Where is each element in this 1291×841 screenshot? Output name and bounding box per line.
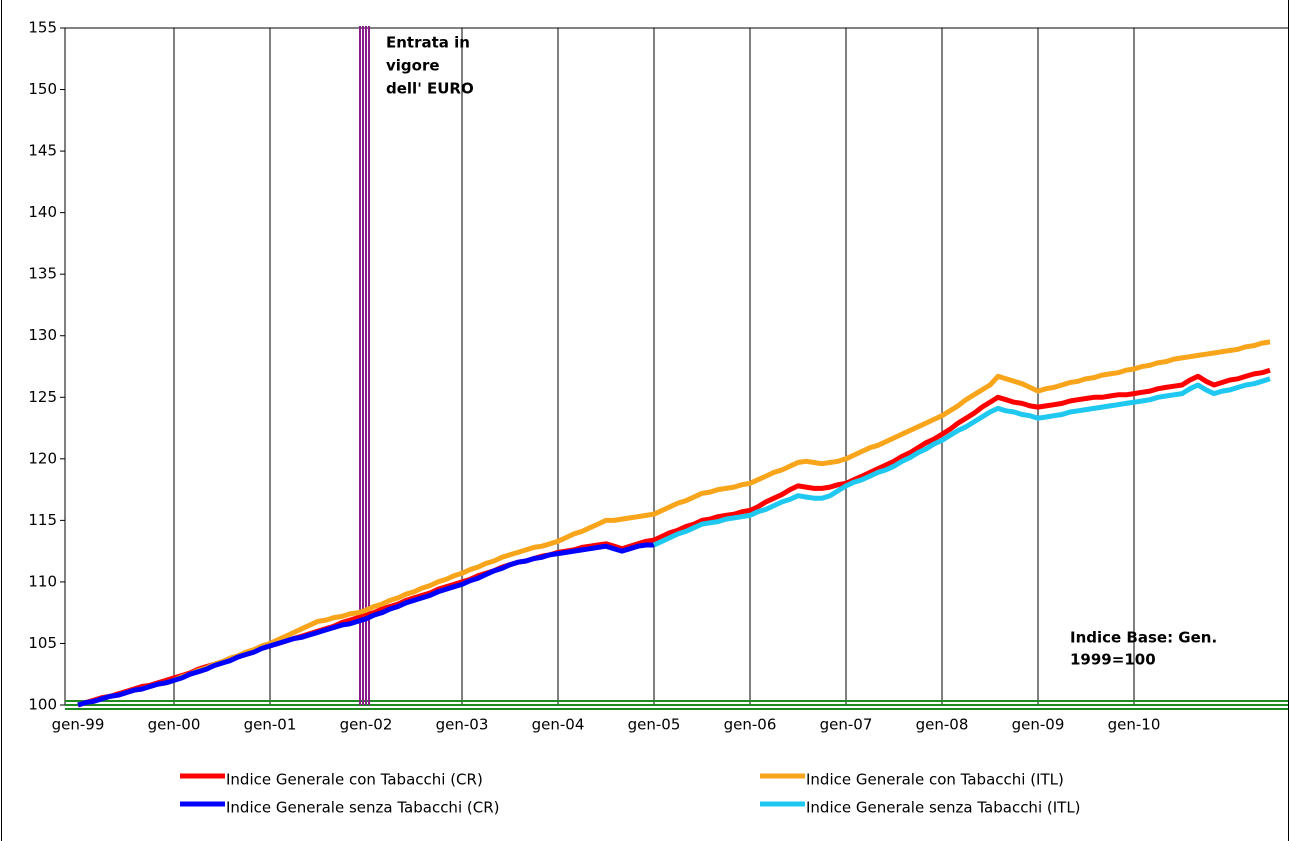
y-tick-label: 135 <box>28 265 57 283</box>
series-line <box>652 376 1271 548</box>
x-tick-label: gen-10 <box>1108 716 1161 734</box>
base-label: Indice Base: Gen. <box>1070 629 1217 647</box>
y-tick-label: 150 <box>28 80 57 98</box>
x-tick-label: gen-05 <box>628 716 681 734</box>
x-tick-label: gen-09 <box>1012 716 1065 734</box>
event-label: vigore <box>386 57 440 75</box>
x-tick-label: gen-08 <box>916 716 969 734</box>
x-tick-label: gen-99 <box>52 716 105 734</box>
y-tick-label: 100 <box>28 696 57 714</box>
x-tick-label: gen-07 <box>820 716 873 734</box>
legend-label: Indice Generale con Tabacchi (CR) <box>226 771 483 789</box>
y-tick-label: 130 <box>28 326 57 344</box>
y-tick-label: 115 <box>28 511 57 529</box>
legend-label: Indice Generale con Tabacchi (ITL) <box>806 771 1064 789</box>
base-label: 1999=100 <box>1070 651 1156 669</box>
series-line <box>77 542 654 708</box>
x-tick-label: gen-03 <box>436 716 489 734</box>
x-tick-label: gen-02 <box>340 716 393 734</box>
y-tick-label: 110 <box>28 572 57 590</box>
legend-label: Indice Generale senza Tabacchi (ITL) <box>806 799 1081 817</box>
y-tick-label: 105 <box>28 634 57 652</box>
x-tick-label: gen-06 <box>724 716 777 734</box>
series-line <box>77 339 1271 708</box>
x-tick-label: gen-04 <box>532 716 585 734</box>
y-tick-label: 155 <box>28 19 57 37</box>
x-tick-label: gen-00 <box>148 716 201 734</box>
y-tick-label: 145 <box>28 142 57 160</box>
legend-label: Indice Generale senza Tabacchi (CR) <box>226 799 499 817</box>
x-tick-label: gen-01 <box>244 716 297 734</box>
event-label: dell' EURO <box>386 80 474 98</box>
y-tick-label: 120 <box>28 449 57 467</box>
event-label: Entrata in <box>386 34 470 52</box>
y-tick-label: 125 <box>28 388 57 406</box>
y-tick-label: 140 <box>28 203 57 221</box>
